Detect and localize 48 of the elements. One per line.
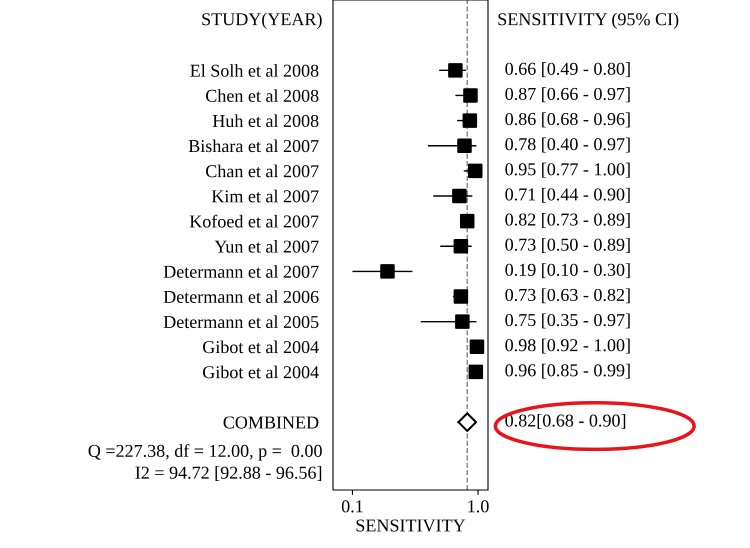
- y-tick-label: Chen et al 2008: [206, 89, 318, 102]
- y-tick-label: Gibot et al 2004: [203, 366, 319, 378]
- point: [455, 314, 470, 329]
- point: [448, 63, 463, 78]
- y-tick-label: Bishara et al 2007: [188, 139, 319, 152]
- y-tick-label: Kofoed et al 2007: [190, 214, 319, 228]
- text: I2 = 94.72 [92.88 - 96.56]: [135, 466, 322, 482]
- data-label: 0.86 [0.68 - 0.96]: [505, 112, 630, 128]
- x-axis-title: SENSITIVITY: [356, 519, 466, 532]
- y-tick-label: El Solh et al 2008: [190, 64, 318, 77]
- point: [457, 138, 472, 153]
- text: STUDY(YEAR): [202, 12, 322, 30]
- data-label: 0.73 [0.50 - 0.89]: [505, 238, 630, 254]
- point: [454, 289, 468, 304]
- x-tick-label: 0.1: [342, 500, 363, 513]
- y-tick-label: Kim et al 2007: [212, 190, 319, 202]
- point: [468, 164, 483, 178]
- data-label: 0.19 [0.10 - 0.30]: [505, 263, 630, 278]
- y-tick-label: Huh et al 2008: [212, 114, 318, 128]
- data-label: 0.82[0.68 - 0.90]: [505, 414, 626, 429]
- y-tick-label: Chan et al 2007: [206, 164, 319, 178]
- data-label: 0.78 [0.40 - 0.97]: [505, 138, 630, 152]
- text: SENSITIVITY (95% CI): [498, 12, 678, 30]
- x-tick-label: 1.0: [468, 500, 489, 513]
- data-label: 0.66 [0.49 - 0.80]: [505, 62, 630, 78]
- text: Q =227.38, df = 12.00, p = 0.00: [88, 444, 322, 461]
- point: [468, 364, 484, 380]
- y-tick-label: Yun et al 2007: [214, 240, 319, 253]
- y-tick-label: Gibot et al 2004: [203, 340, 319, 354]
- data-label: 0.71 [0.44 - 0.90]: [505, 188, 630, 203]
- data-label: 0.98 [0.92 - 1.00]: [505, 338, 630, 354]
- point: [452, 188, 467, 204]
- data-label: 0.75 [0.35 - 0.97]: [505, 313, 630, 328]
- point: [457, 412, 478, 432]
- data-label: 0.82 [0.73 - 0.89]: [505, 212, 630, 228]
- point: [463, 88, 478, 103]
- y-tick-label: Determann et al 2006: [164, 290, 319, 303]
- point: [454, 239, 468, 254]
- point: [470, 340, 484, 354]
- y-tick-label: Determann et al 2005: [164, 315, 318, 328]
- data-label: 0.87 [0.66 - 0.97]: [505, 87, 630, 102]
- point: [460, 214, 474, 228]
- y-tick-label: COMBINED: [224, 416, 318, 429]
- y-tick-label: Determann et al 2007: [164, 265, 319, 278]
- data-label: 0.96 [0.85 - 0.99]: [505, 364, 630, 379]
- point: [462, 113, 478, 128]
- data-label: 0.73 [0.63 - 0.82]: [505, 288, 630, 304]
- data-label: 0.95 [0.77 - 1.00]: [505, 162, 630, 178]
